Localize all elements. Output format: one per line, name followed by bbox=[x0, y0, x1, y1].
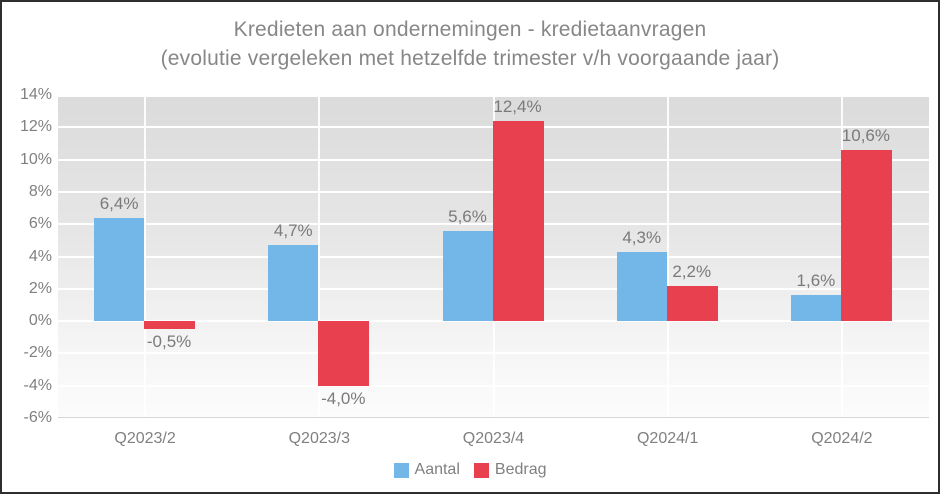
bar-aantal-Q2024/1 bbox=[616, 251, 667, 322]
y-axis-tick-label: 0% bbox=[28, 312, 52, 330]
y-axis-tick-label: 4% bbox=[28, 247, 52, 265]
legend-item-bedrag: Bedrag bbox=[473, 461, 547, 479]
x-axis-tick-label: Q2024/1 bbox=[636, 430, 699, 447]
bar-aantal-Q2023/4 bbox=[442, 230, 493, 322]
y-axis-tick-label: 12% bbox=[19, 118, 52, 136]
y-axis-tick-label: 6% bbox=[28, 215, 52, 233]
chart-title: Kredieten aan ondernemingen - kredietaan… bbox=[2, 15, 938, 73]
bar-data-label: 6,4% bbox=[99, 193, 139, 213]
y-axis-tick-label: -2% bbox=[23, 344, 52, 362]
bar-bedrag-Q2023/4 bbox=[492, 120, 544, 322]
legend-label-aantal: Aantal bbox=[414, 461, 460, 478]
bar-bedrag-Q2024/1 bbox=[666, 285, 718, 322]
chart-title-line2: (evolutie vergeleken met hetzelfde trime… bbox=[160, 47, 780, 70]
bar-data-label: -0,5% bbox=[146, 332, 192, 352]
x-axis-tick-label: Q2023/3 bbox=[288, 430, 350, 447]
legend-label-bedrag: Bedrag bbox=[494, 461, 547, 478]
bar-data-label: 10,6% bbox=[841, 125, 890, 145]
bar-data-label: 12,4% bbox=[493, 96, 542, 116]
chart-title-line1: Kredieten aan ondernemingen - kredietaan… bbox=[233, 18, 707, 41]
bar-data-label: 5,6% bbox=[448, 206, 487, 226]
legend: Aantal Bedrag bbox=[2, 461, 938, 479]
gridline-vertical bbox=[666, 95, 669, 418]
x-axis-tick-label: Q2023/4 bbox=[462, 430, 525, 447]
bar-data-label: 2,2% bbox=[672, 261, 712, 281]
y-axis-tick-label: -4% bbox=[23, 376, 52, 394]
bar-bedrag-Q2023/2 bbox=[144, 321, 196, 330]
x-axis-tick-label: Q2023/2 bbox=[114, 430, 176, 447]
bar-bedrag-Q2024/2 bbox=[840, 149, 892, 322]
y-axis-tick-label: -6% bbox=[23, 409, 52, 426]
bar-data-label: 4,7% bbox=[273, 221, 313, 241]
x-axis-line bbox=[58, 417, 929, 418]
bar-data-label: 4,3% bbox=[622, 227, 662, 247]
bar-aantal-Q2023/3 bbox=[268, 245, 319, 322]
bar-bedrag-Q2023/3 bbox=[318, 321, 370, 386]
y-axis-tick-label: 10% bbox=[19, 150, 52, 168]
bar-aantal-Q2023/2 bbox=[94, 217, 145, 322]
y-axis-tick-label: 14% bbox=[19, 86, 52, 103]
plot-area: 14% 12% 10% 8% 6% 4% 2% 0% -2% -4% -6% Q2023/2 Q2023… bbox=[20, 86, 929, 447]
legend-swatch-aantal-icon bbox=[393, 462, 409, 478]
bar-data-label: 1,6% bbox=[796, 271, 836, 291]
bar-aantal-Q2024/2 bbox=[790, 295, 841, 322]
legend-item-aantal: Aantal bbox=[393, 461, 460, 479]
y-axis-tick-label: 2% bbox=[28, 279, 52, 297]
legend-swatch-bedrag-icon bbox=[473, 462, 489, 478]
y-axis-tick-label: 8% bbox=[28, 182, 52, 200]
bar-data-label: -4,0% bbox=[321, 388, 366, 408]
gridline-vertical bbox=[318, 95, 321, 418]
gridline-vertical bbox=[144, 95, 147, 418]
x-axis-tick-label: Q2024/2 bbox=[811, 430, 873, 447]
